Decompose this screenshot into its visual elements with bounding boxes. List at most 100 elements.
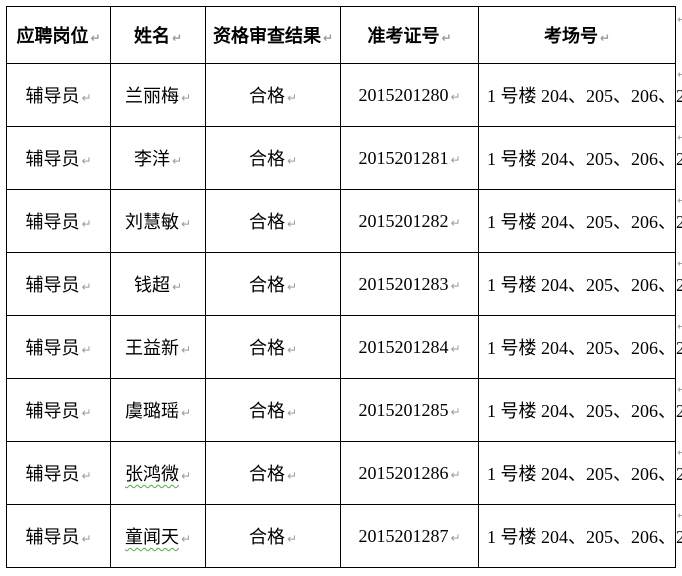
paragraph-mark-icon: ↵	[81, 469, 92, 483]
paragraph-mark-icon: ↵	[180, 406, 192, 420]
cell-text: 1 号楼 204、205、206、207	[487, 401, 682, 421]
paragraph-mark-icon: ↵	[81, 406, 92, 420]
cell-name[interactable]: 虞璐瑶 ↵	[110, 378, 206, 442]
table-row: 辅导员 ↵ 兰丽梅 ↵ 合格 ↵ 2015201280 ↵ 1 号楼 204、205、206、2…	[6, 63, 682, 127]
cell-name[interactable]: 兰丽梅 ↵	[110, 63, 206, 127]
cell-result[interactable]: 合格 ↵	[205, 126, 341, 190]
paragraph-mark-icon: ↵	[286, 91, 298, 105]
paragraph-mark-icon: ↵	[286, 406, 298, 420]
cell-text: 1 号楼 204、205、206、207	[487, 149, 682, 169]
cell-position[interactable]: 辅导员 ↵	[6, 504, 111, 568]
column-header-name[interactable]: 姓名 ↵	[110, 6, 206, 64]
table-row: 辅导员 ↵ 虞璐瑶 ↵ 合格 ↵ 2015201285 ↵ 1 号楼 204、205、206、2…	[6, 378, 682, 442]
column-header-label: 考场号	[543, 26, 598, 46]
cell-ticket[interactable]: 2015201281 ↵	[340, 126, 479, 190]
column-header-position[interactable]: 应聘岗位 ↵	[6, 6, 111, 64]
cell-result[interactable]: 合格 ↵	[205, 441, 341, 505]
cell-position[interactable]: 辅导员 ↵	[6, 315, 111, 379]
cell-text: 张鸿微	[124, 464, 179, 484]
cell-result[interactable]: 合格 ↵	[205, 504, 341, 568]
table-row: 辅导员 ↵ 钱超 ↵ 合格 ↵ 2015201283 ↵ 1 号楼 204、205、206、20…	[6, 252, 682, 316]
paragraph-mark-icon: ↵	[599, 31, 611, 45]
cell-room[interactable]: 1 号楼 204、205、206、207 ↵	[478, 126, 682, 190]
cell-text: 合格	[248, 464, 285, 484]
cell-position[interactable]: 辅导员 ↵	[6, 63, 111, 127]
cell-position[interactable]: 辅导员 ↵	[6, 252, 111, 316]
cell-text: 1 号楼 204、205、206、207	[487, 86, 682, 106]
table-row: 辅导员 ↵ 童闻天 ↵ 合格 ↵ 2015201287 ↵ 1 号楼 204、205、206、2…	[6, 504, 682, 568]
row-end-mark-icon: ↵	[677, 446, 682, 459]
cell-position[interactable]: 辅导员 ↵	[6, 189, 111, 253]
cell-text: 辅导员	[25, 464, 80, 484]
paragraph-mark-icon: ↵	[450, 215, 461, 230]
paragraph-mark-icon: ↵	[286, 280, 298, 294]
cell-name[interactable]: 李洋 ↵	[110, 126, 206, 190]
row-end-mark-icon: ↵	[677, 383, 682, 396]
paragraph-mark-icon: ↵	[180, 217, 192, 231]
cell-ticket[interactable]: 2015201287 ↵	[340, 504, 479, 568]
cell-ticket[interactable]: 2015201284 ↵	[340, 315, 479, 379]
table-row: 辅导员 ↵ 王益新 ↵ 合格 ↵ 2015201284 ↵ 1 号楼 204、205、206、2…	[6, 315, 682, 379]
cell-name[interactable]: 王益新 ↵	[110, 315, 206, 379]
cell-room[interactable]: 1 号楼 204、205、206、207 ↵	[478, 252, 682, 316]
cell-text: 2015201283	[358, 273, 449, 294]
row-end-mark-icon: ↵	[677, 68, 682, 81]
cell-text: 2015201285	[358, 399, 449, 420]
paragraph-mark-icon: ↵	[286, 343, 298, 357]
row-end-mark-icon: ↵	[677, 257, 682, 270]
cell-text: 李洋	[133, 149, 170, 169]
cell-text: 2015201286	[358, 462, 449, 483]
cell-ticket[interactable]: 2015201286 ↵	[340, 441, 479, 505]
cell-room[interactable]: 1 号楼 204、205、206、207 ↵	[478, 63, 682, 127]
cell-text: 辅导员	[25, 212, 80, 232]
cell-name[interactable]: 张鸿微 ↵	[110, 441, 206, 505]
cell-ticket[interactable]: 2015201280 ↵	[340, 63, 479, 127]
row-end-mark-icon: ↵	[677, 13, 682, 26]
paragraph-mark-icon: ↵	[286, 469, 298, 483]
cell-name[interactable]: 钱超 ↵	[110, 252, 206, 316]
paragraph-mark-icon: ↵	[450, 467, 461, 482]
column-header-room[interactable]: 考场号 ↵	[478, 6, 676, 64]
cell-result[interactable]: 合格 ↵	[205, 378, 341, 442]
cell-room[interactable]: 1 号楼 204、205、206、207 ↵	[478, 504, 682, 568]
cell-position[interactable]: 辅导员 ↵	[6, 126, 111, 190]
cell-name[interactable]: 刘慧敏 ↵	[110, 189, 206, 253]
cell-text: 2015201287	[358, 525, 449, 546]
cell-ticket[interactable]: 2015201285 ↵	[340, 378, 479, 442]
column-header-result[interactable]: 资格审查结果 ↵	[205, 6, 341, 64]
cell-text: 兰丽梅	[124, 86, 179, 106]
paragraph-mark-icon: ↵	[171, 31, 183, 45]
cell-room[interactable]: 1 号楼 204、205、206、207 ↵	[478, 378, 682, 442]
cell-result[interactable]: 合格 ↵	[205, 63, 341, 127]
paragraph-mark-icon: ↵	[322, 31, 334, 45]
cell-text: 合格	[248, 212, 285, 232]
cell-text: 2015201282	[358, 210, 449, 231]
column-header-ticket[interactable]: 准考证号 ↵	[340, 6, 479, 64]
column-header-label: 应聘岗位	[16, 26, 89, 46]
cell-ticket[interactable]: 2015201283 ↵	[340, 252, 479, 316]
cell-text: 2015201281	[358, 147, 449, 168]
cell-result[interactable]: 合格 ↵	[205, 252, 341, 316]
paragraph-mark-icon: ↵	[171, 154, 183, 168]
cell-room[interactable]: 1 号楼 204、205、206、207 ↵	[478, 441, 682, 505]
paragraph-mark-icon: ↵	[81, 91, 92, 105]
paragraph-mark-icon: ↵	[81, 343, 92, 357]
paragraph-mark-icon: ↵	[286, 154, 298, 168]
paragraph-mark-icon: ↵	[81, 217, 92, 231]
paragraph-mark-icon: ↵	[450, 341, 461, 356]
column-header-label: 资格审查结果	[212, 26, 321, 46]
cell-position[interactable]: 辅导员 ↵	[6, 441, 111, 505]
cell-ticket[interactable]: 2015201282 ↵	[340, 189, 479, 253]
cell-name[interactable]: 童闻天 ↵	[110, 504, 206, 568]
cell-position[interactable]: 辅导员 ↵	[6, 378, 111, 442]
paragraph-mark-icon: ↵	[81, 532, 92, 546]
table-row: 辅导员 ↵ 李洋 ↵ 合格 ↵ 2015201281 ↵ 1 号楼 204、205、206、20…	[6, 126, 682, 190]
cell-room[interactable]: 1 号楼 204、205、206、207 ↵	[478, 189, 682, 253]
cell-result[interactable]: 合格 ↵	[205, 189, 341, 253]
cell-text: 刘慧敏	[124, 212, 179, 232]
row-end-marks: ↵ ↵ ↵ ↵ ↵ ↵ ↵ ↵ ↵	[677, 6, 682, 576]
cell-room[interactable]: 1 号楼 204、205、206、207 ↵	[478, 315, 682, 379]
paragraph-mark-icon: ↵	[180, 469, 192, 483]
cell-text: 合格	[248, 338, 285, 358]
cell-result[interactable]: 合格 ↵	[205, 315, 341, 379]
